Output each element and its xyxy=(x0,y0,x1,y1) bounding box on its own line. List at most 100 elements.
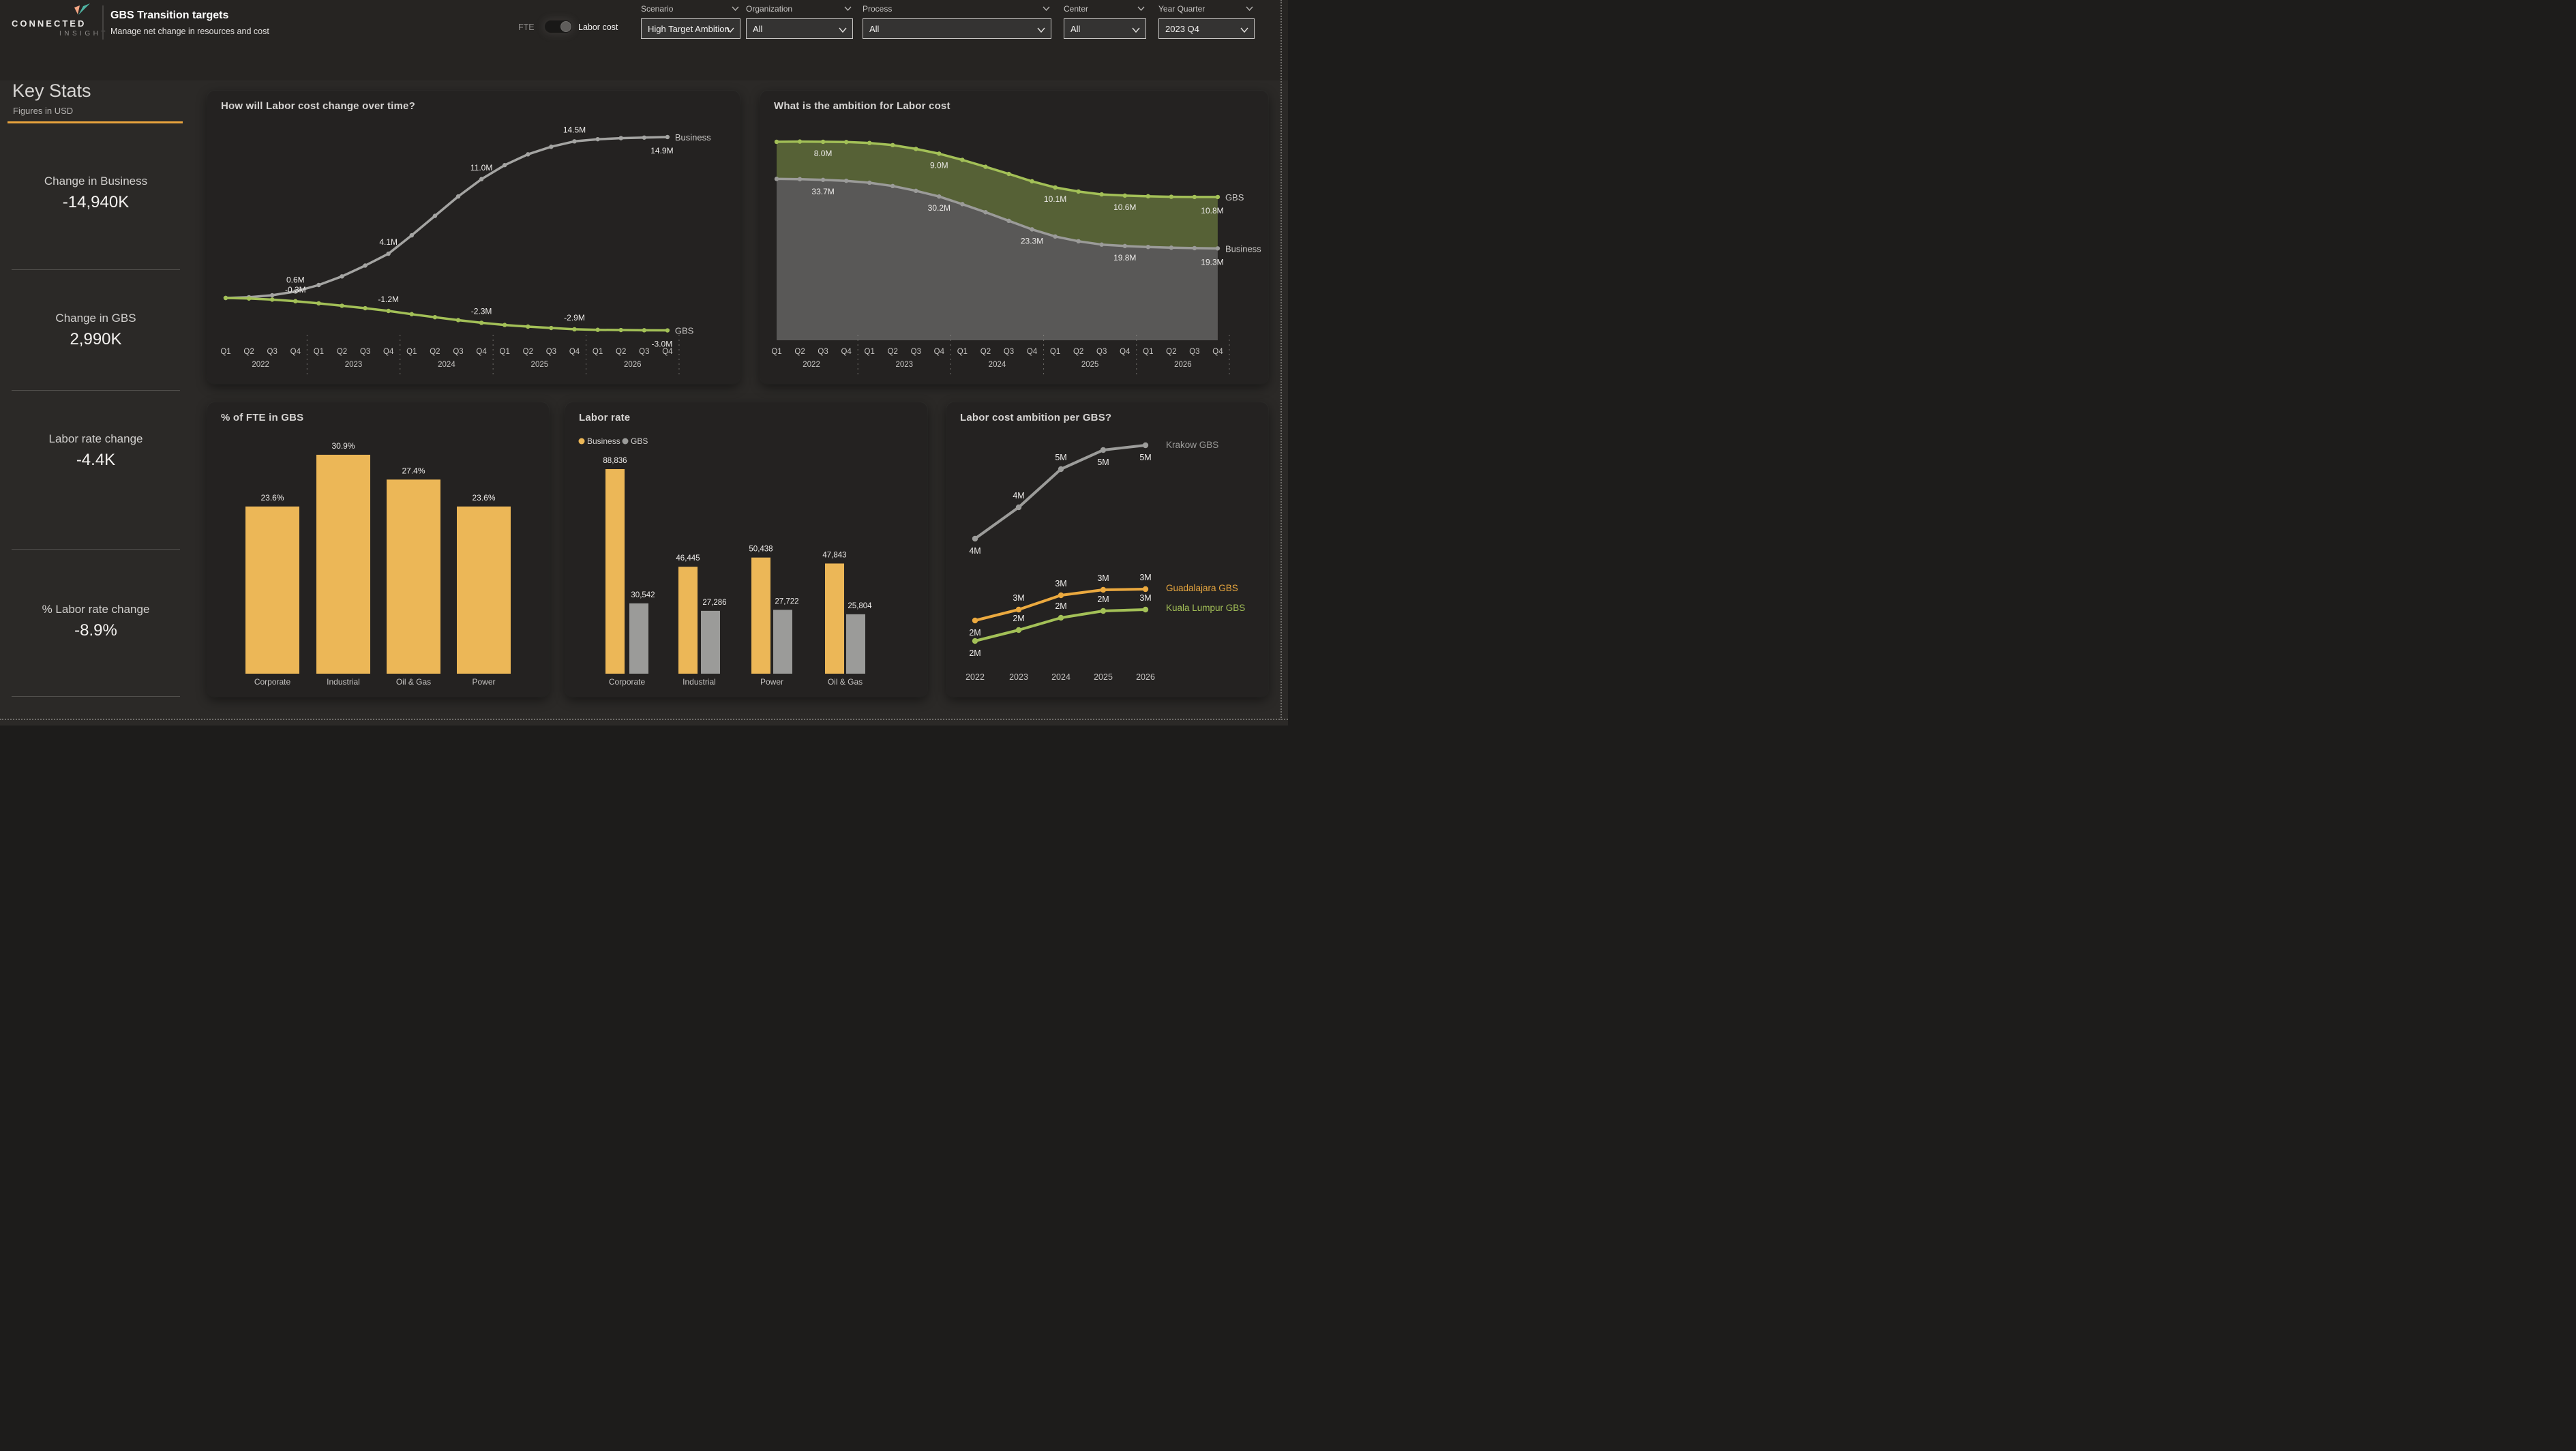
svg-text:47,843: 47,843 xyxy=(822,551,846,559)
chevron-down-icon[interactable] xyxy=(844,6,852,11)
filter-year-quarter-dropdown[interactable]: 2023 Q4 xyxy=(1158,18,1255,39)
svg-text:GBS: GBS xyxy=(1225,192,1244,203)
svg-text:2M: 2M xyxy=(1013,614,1024,623)
svg-text:Q4: Q4 xyxy=(934,348,945,356)
svg-text:2022: 2022 xyxy=(965,672,985,682)
svg-text:Power: Power xyxy=(760,677,783,687)
chevron-down-icon[interactable] xyxy=(1246,6,1253,11)
sidebar-title: Key Stats xyxy=(12,80,91,101)
svg-text:Q3: Q3 xyxy=(639,348,649,356)
svg-text:Q4: Q4 xyxy=(569,348,580,356)
svg-text:23.6%: 23.6% xyxy=(472,493,495,503)
svg-text:2024: 2024 xyxy=(438,361,455,369)
svg-text:Q4: Q4 xyxy=(1212,348,1223,356)
fte-labor-cost-toggle[interactable] xyxy=(545,20,572,33)
labor-rate-chart[interactable]: Business GBS 88,836 30,542 Corporate 46,445 27… xyxy=(565,402,927,697)
card-title: How will Labor cost change over time? xyxy=(221,100,415,112)
svg-text:Q3: Q3 xyxy=(1096,348,1107,356)
filter-center: Center All xyxy=(1064,3,1146,39)
filter-center-value: All xyxy=(1070,23,1081,34)
stat-value: 2,990K xyxy=(70,330,122,348)
svg-text:Q3: Q3 xyxy=(360,348,370,356)
svg-text:Business: Business xyxy=(587,436,620,446)
svg-text:2022: 2022 xyxy=(252,361,269,369)
svg-text:3M: 3M xyxy=(1013,593,1024,603)
chevron-down-icon[interactable] xyxy=(1037,27,1045,33)
svg-text:14.9M: 14.9M xyxy=(650,146,673,155)
filter-center-header[interactable]: Center xyxy=(1064,3,1146,16)
svg-text:Q3: Q3 xyxy=(1004,348,1014,356)
filter-scenario: Scenario High Target Ambition xyxy=(641,3,740,39)
svg-text:Q2: Q2 xyxy=(794,348,805,356)
chevron-down-icon[interactable] xyxy=(839,27,847,33)
chevron-down-icon[interactable] xyxy=(732,6,739,11)
filter-organization-dropdown[interactable]: All xyxy=(746,18,853,39)
sidebar-accent-underline xyxy=(8,121,183,123)
svg-text:0.6M: 0.6M xyxy=(286,275,305,284)
sidebar-subtitle: Figures in USD xyxy=(13,106,74,116)
filter-scenario-dropdown[interactable]: High Target Ambition xyxy=(641,18,740,39)
svg-text:9.0M: 9.0M xyxy=(930,160,948,170)
labor-cost-ambition-chart[interactable]: Q1 Q2 Q3 Q4 2022 Q1 Q2 Q3 Q4 2023 Q1 Q2 Q3 Q4 2024 Q1 Q2… xyxy=(760,91,1268,384)
chevron-down-icon[interactable] xyxy=(1043,6,1050,11)
svg-text:Q2: Q2 xyxy=(1166,348,1176,356)
filter-process-value: All xyxy=(869,23,880,34)
svg-text:Power: Power xyxy=(472,677,495,687)
chevron-down-icon[interactable] xyxy=(1132,27,1140,33)
stat-change-in-gbs: Change in GBS 2,990K xyxy=(12,311,180,350)
filter-organization-header[interactable]: Organization xyxy=(746,3,853,16)
svg-text:Q3: Q3 xyxy=(818,348,828,356)
fte-share-chart[interactable]: 23.6% Corporate 30.9% Industrial 27.4% Oil & … xyxy=(207,402,549,697)
filter-process-dropdown[interactable]: All xyxy=(863,18,1051,39)
svg-text:-1.2M: -1.2M xyxy=(378,295,399,304)
filter-year-quarter-value: 2023 Q4 xyxy=(1165,23,1199,34)
stat-label: % Labor rate change xyxy=(42,603,150,616)
svg-text:Corporate: Corporate xyxy=(609,677,646,687)
svg-text:Business: Business xyxy=(1225,243,1261,254)
filter-year-quarter: Year Quarter 2023 Q4 xyxy=(1158,3,1255,39)
filter-organization-label: Organization xyxy=(746,4,793,14)
svg-text:4.1M: 4.1M xyxy=(379,237,398,247)
svg-text:2024: 2024 xyxy=(989,361,1006,369)
svg-text:Q4: Q4 xyxy=(841,348,852,356)
svg-text:Q4: Q4 xyxy=(1120,348,1130,356)
card-labor-cost-ambition: Q1 Q2 Q3 Q4 2022 Q1 Q2 Q3 Q4 2023 Q1 Q2 Q3 Q4 2024 Q1 Q2… xyxy=(760,91,1268,384)
filter-year-quarter-header[interactable]: Year Quarter xyxy=(1158,3,1255,16)
svg-text:Q2: Q2 xyxy=(243,348,254,356)
svg-text:Q2: Q2 xyxy=(888,348,898,356)
svg-text:Q2: Q2 xyxy=(337,348,347,356)
svg-text:Q4: Q4 xyxy=(383,348,394,356)
stat-value: -8.9% xyxy=(74,621,117,640)
svg-text:Q4: Q4 xyxy=(662,348,673,356)
svg-text:27.4%: 27.4% xyxy=(402,466,425,475)
card-labor-cost-over-time: Q1 Q2 Q3 Q4 2022 Q1 Q2 Q3 Q4 2023 Q1 Q2 Q3 Q4 2024 Q1 Q2… xyxy=(207,91,740,384)
chevron-down-icon[interactable] xyxy=(1137,6,1145,11)
svg-text:8.0M: 8.0M xyxy=(814,149,833,158)
svg-text:2M: 2M xyxy=(1055,601,1066,611)
sidebar-divider xyxy=(12,269,180,270)
filter-scenario-header[interactable]: Scenario xyxy=(641,3,740,16)
svg-text:-2.3M: -2.3M xyxy=(471,306,492,316)
svg-text:14.5M: 14.5M xyxy=(563,125,586,134)
svg-text:25,804: 25,804 xyxy=(848,602,872,610)
chevron-down-icon[interactable] xyxy=(726,27,734,33)
card-fte-share: 23.6% Corporate 30.9% Industrial 27.4% Oil & … xyxy=(207,402,549,697)
chevron-down-icon[interactable] xyxy=(1240,27,1248,33)
toggle-knob[interactable] xyxy=(560,21,571,32)
filter-process-header[interactable]: Process xyxy=(863,3,1051,16)
card-title: Labor cost ambition per GBS? xyxy=(960,412,1112,423)
svg-text:Q2: Q2 xyxy=(430,348,440,356)
page-edge-guide-right xyxy=(1280,0,1282,720)
svg-text:30,542: 30,542 xyxy=(631,591,655,599)
brand-divider xyxy=(102,5,104,40)
filter-organization-value: All xyxy=(753,23,763,34)
ambition-per-gbs-chart[interactable]: 2022 2023 2024 2025 2026 4M 4M 5M 5M 5M Krakow GBS… xyxy=(946,402,1268,697)
svg-text:Kuala Lumpur GBS: Kuala Lumpur GBS xyxy=(1166,603,1245,613)
page-subtitle: Manage net change in resources and cost xyxy=(110,27,269,36)
stat-pct-labor-rate-change: % Labor rate change -8.9% xyxy=(12,602,180,641)
labor-cost-over-time-chart[interactable]: Q1 Q2 Q3 Q4 2022 Q1 Q2 Q3 Q4 2023 Q1 Q2 Q3 Q4 2024 Q1 Q2… xyxy=(207,91,740,384)
svg-text:Q1: Q1 xyxy=(1143,348,1153,356)
svg-text:50,438: 50,438 xyxy=(749,545,773,554)
filter-center-dropdown[interactable]: All xyxy=(1064,18,1146,39)
svg-text:GBS: GBS xyxy=(631,436,648,446)
